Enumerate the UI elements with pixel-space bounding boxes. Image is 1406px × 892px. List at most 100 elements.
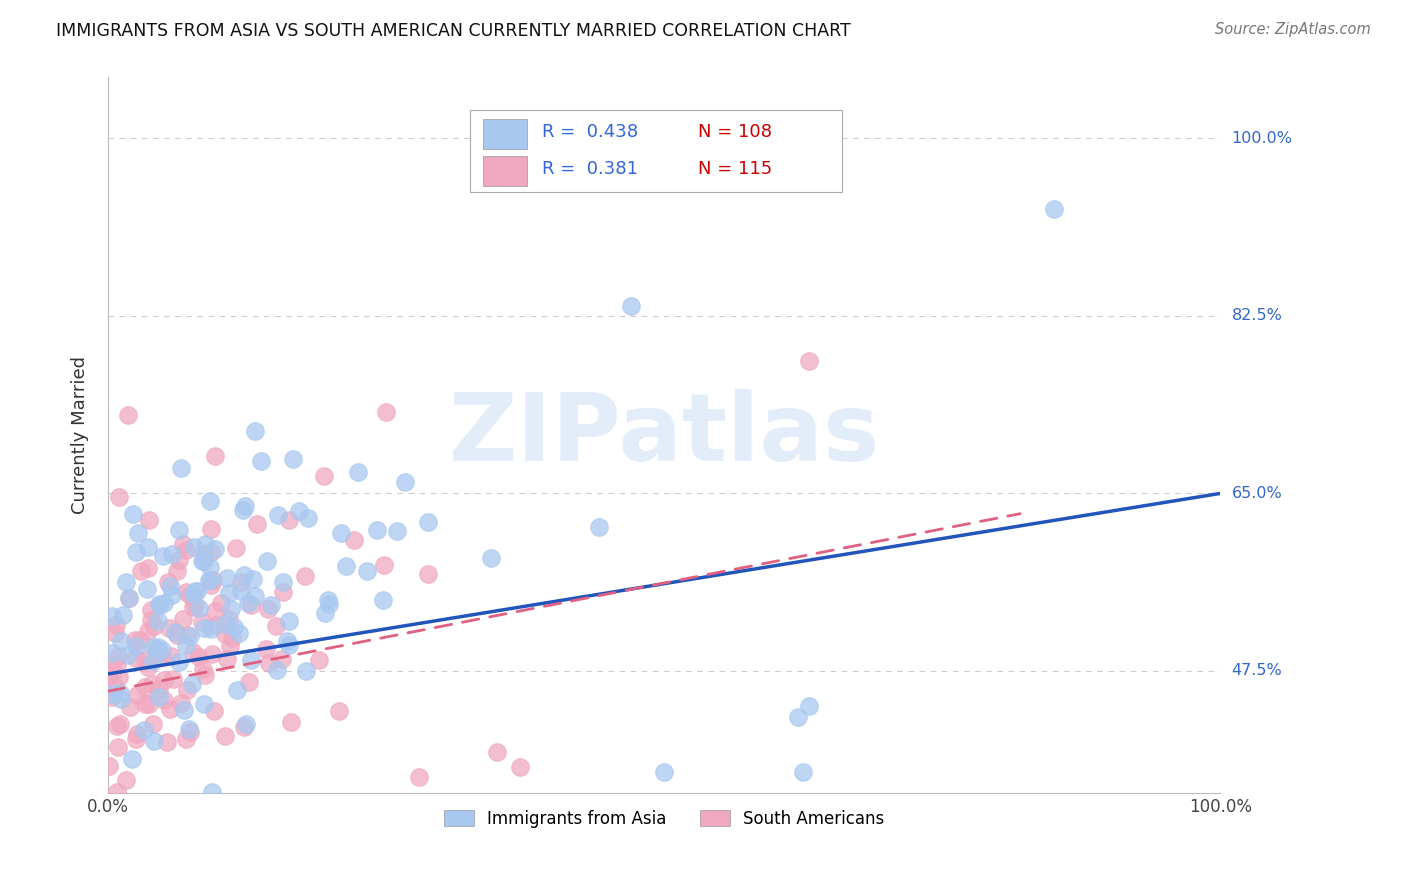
Point <box>191 554 214 568</box>
Point <box>394 475 416 489</box>
Point <box>222 620 245 634</box>
Text: 65.0%: 65.0% <box>1232 486 1282 501</box>
Point <box>588 520 610 534</box>
Point <box>122 507 145 521</box>
Point <box>101 608 124 623</box>
Point <box>180 677 202 691</box>
Point <box>124 650 146 665</box>
Text: R =  0.381: R = 0.381 <box>541 161 638 178</box>
Point <box>385 524 408 538</box>
Point <box>169 655 191 669</box>
Point <box>153 596 176 610</box>
Point <box>134 680 156 694</box>
Point <box>136 560 159 574</box>
Point <box>204 541 226 556</box>
Point <box>416 567 439 582</box>
Point <box>328 704 350 718</box>
Point <box>204 604 226 618</box>
Point <box>373 593 395 607</box>
Point <box>152 693 174 707</box>
Point <box>235 717 257 731</box>
Point <box>205 618 228 632</box>
Point <box>271 575 294 590</box>
Point <box>231 574 253 589</box>
Point <box>200 647 222 661</box>
Point <box>148 682 170 697</box>
Point <box>294 568 316 582</box>
Point <box>1042 202 1064 217</box>
Point <box>183 540 205 554</box>
Point <box>142 716 165 731</box>
Point <box>139 603 162 617</box>
Point <box>238 596 260 610</box>
Point <box>146 614 169 628</box>
Point <box>200 522 222 536</box>
Text: N = 115: N = 115 <box>697 161 772 178</box>
Point <box>187 650 209 665</box>
Point <box>239 803 262 817</box>
Point <box>191 662 214 676</box>
Point <box>509 760 531 774</box>
Y-axis label: Currently Married: Currently Married <box>72 356 89 514</box>
Point <box>97 668 120 682</box>
Point <box>200 784 222 798</box>
Point <box>125 545 148 559</box>
Point <box>287 504 309 518</box>
Point <box>373 558 395 572</box>
Point <box>148 690 170 704</box>
Point <box>166 564 188 578</box>
Point <box>142 619 165 633</box>
Point <box>233 499 256 513</box>
Point <box>132 723 155 737</box>
Point <box>115 575 138 590</box>
Point <box>297 511 319 525</box>
Point <box>239 599 262 613</box>
Text: IMMIGRANTS FROM ASIA VS SOUTH AMERICAN CURRENTLY MARRIED CORRELATION CHART: IMMIGRANTS FROM ASIA VS SOUTH AMERICAN C… <box>56 22 851 40</box>
Point <box>136 540 159 554</box>
Point <box>797 699 820 714</box>
Point <box>160 648 183 663</box>
Point <box>283 451 305 466</box>
Point <box>335 559 357 574</box>
Point <box>160 547 183 561</box>
Point <box>191 615 214 629</box>
Point <box>101 664 124 678</box>
Point <box>117 648 139 663</box>
Point <box>105 785 128 799</box>
Point <box>117 409 139 423</box>
Point <box>256 554 278 568</box>
Text: ZIPatlas: ZIPatlas <box>449 389 880 481</box>
Point <box>193 621 215 635</box>
Point <box>170 696 193 710</box>
Point <box>219 639 242 653</box>
Point <box>232 502 254 516</box>
Point <box>148 645 170 659</box>
Point <box>148 640 170 654</box>
Point <box>797 354 820 368</box>
Point <box>408 771 430 785</box>
Point <box>174 542 197 557</box>
Point <box>181 645 204 659</box>
Point <box>108 670 131 684</box>
Point <box>214 730 236 744</box>
Point <box>215 571 238 585</box>
Point <box>219 602 242 616</box>
Point <box>138 697 160 711</box>
Point <box>278 638 301 652</box>
Point <box>149 598 172 612</box>
Point <box>159 579 181 593</box>
Point <box>314 469 336 483</box>
Point <box>652 765 675 780</box>
Point <box>347 465 370 479</box>
Point <box>134 697 156 711</box>
Point <box>108 686 131 700</box>
Point <box>156 574 179 589</box>
Point <box>105 618 128 632</box>
Point <box>200 494 222 508</box>
Point <box>184 583 207 598</box>
Legend: Immigrants from Asia, South Americans: Immigrants from Asia, South Americans <box>437 803 891 834</box>
Point <box>156 735 179 749</box>
Point <box>104 626 127 640</box>
Point <box>243 589 266 603</box>
Point <box>121 752 143 766</box>
